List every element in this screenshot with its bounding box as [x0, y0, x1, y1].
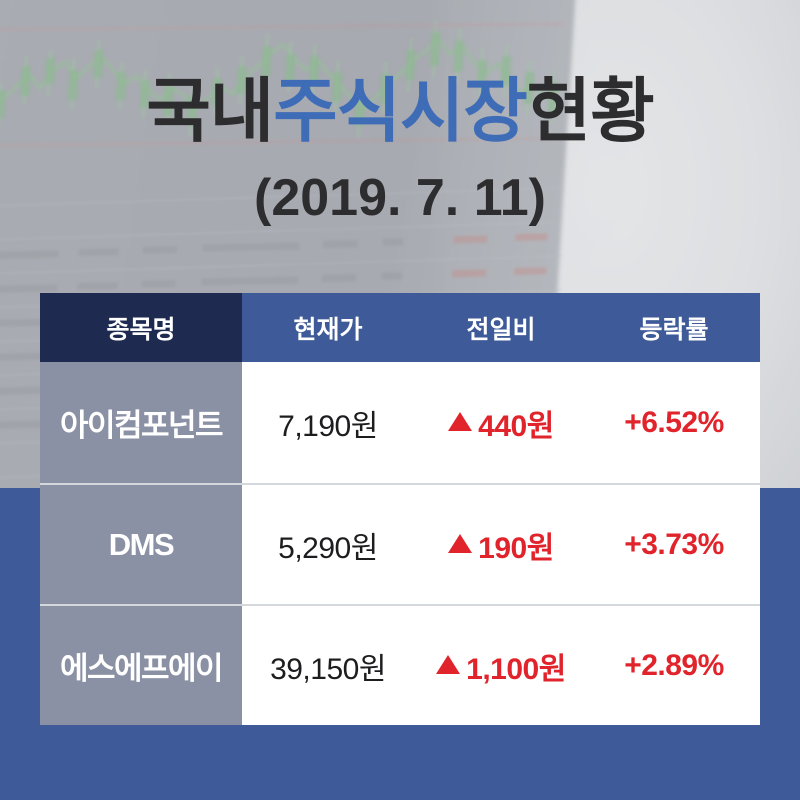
row-values: 5,290원 190원 +3.73% — [242, 485, 760, 604]
table-row[interactable]: 에스에프에이 39,150원 1,100원 +2.89% — [40, 604, 760, 725]
table-row[interactable]: DMS 5,290원 190원 +3.73% — [40, 483, 760, 604]
cell-change: 190원 — [414, 523, 588, 567]
cell-change-rate: +6.52% — [624, 405, 724, 439]
table-row[interactable]: 아이컴포넌트 7,190원 440원 +6.52% — [40, 362, 760, 483]
column-header-price: 현재가 — [293, 315, 363, 344]
column-header-rate: 등락률 — [639, 315, 709, 344]
cell-stock-name: 아이컴포넌트 — [40, 362, 242, 483]
page-title: 국내주식시장현황 — [0, 76, 800, 146]
cell-current-price: 39,150원 — [270, 652, 386, 686]
arrow-up-icon — [448, 412, 473, 431]
column-header-group: 현재가 전일비 등락률 — [242, 293, 760, 362]
cell-change-rate: +2.89% — [624, 648, 724, 682]
row-values: 7,190원 440원 +6.52% — [242, 362, 760, 483]
arrow-up-icon — [436, 655, 461, 674]
stock-table: 종목명 현재가 전일비 등락률 아이컴포넌트 7,190원 440원 +6.52… — [40, 293, 760, 725]
cell-current-price: 5,290원 — [278, 531, 378, 565]
arrow-up-icon — [448, 534, 473, 553]
page-title-part1: 국내 — [146, 72, 274, 150]
page-title-part2: 주식시장 — [273, 72, 528, 150]
column-header-name: 종목명 — [40, 293, 242, 362]
cell-stock-name: DMS — [40, 485, 242, 604]
column-header-change: 전일비 — [466, 315, 536, 344]
page-subtitle-date: (2019. 7. 11) — [254, 169, 546, 227]
cell-change-rate: +3.73% — [624, 527, 724, 561]
cell-stock-name: 에스에프에이 — [40, 606, 242, 725]
cell-change: 1,100원 — [414, 644, 588, 688]
row-values: 39,150원 1,100원 +2.89% — [242, 606, 760, 725]
page-title-part3: 현황 — [526, 72, 655, 150]
cell-change: 440원 — [414, 401, 588, 445]
cell-change-value: 1,100원 — [466, 652, 566, 686]
cell-current-price: 7,190원 — [278, 409, 378, 443]
cell-change-value: 190원 — [478, 531, 554, 565]
cell-change-value: 440원 — [478, 409, 554, 443]
table-header-row: 종목명 현재가 전일비 등락률 — [40, 293, 760, 362]
